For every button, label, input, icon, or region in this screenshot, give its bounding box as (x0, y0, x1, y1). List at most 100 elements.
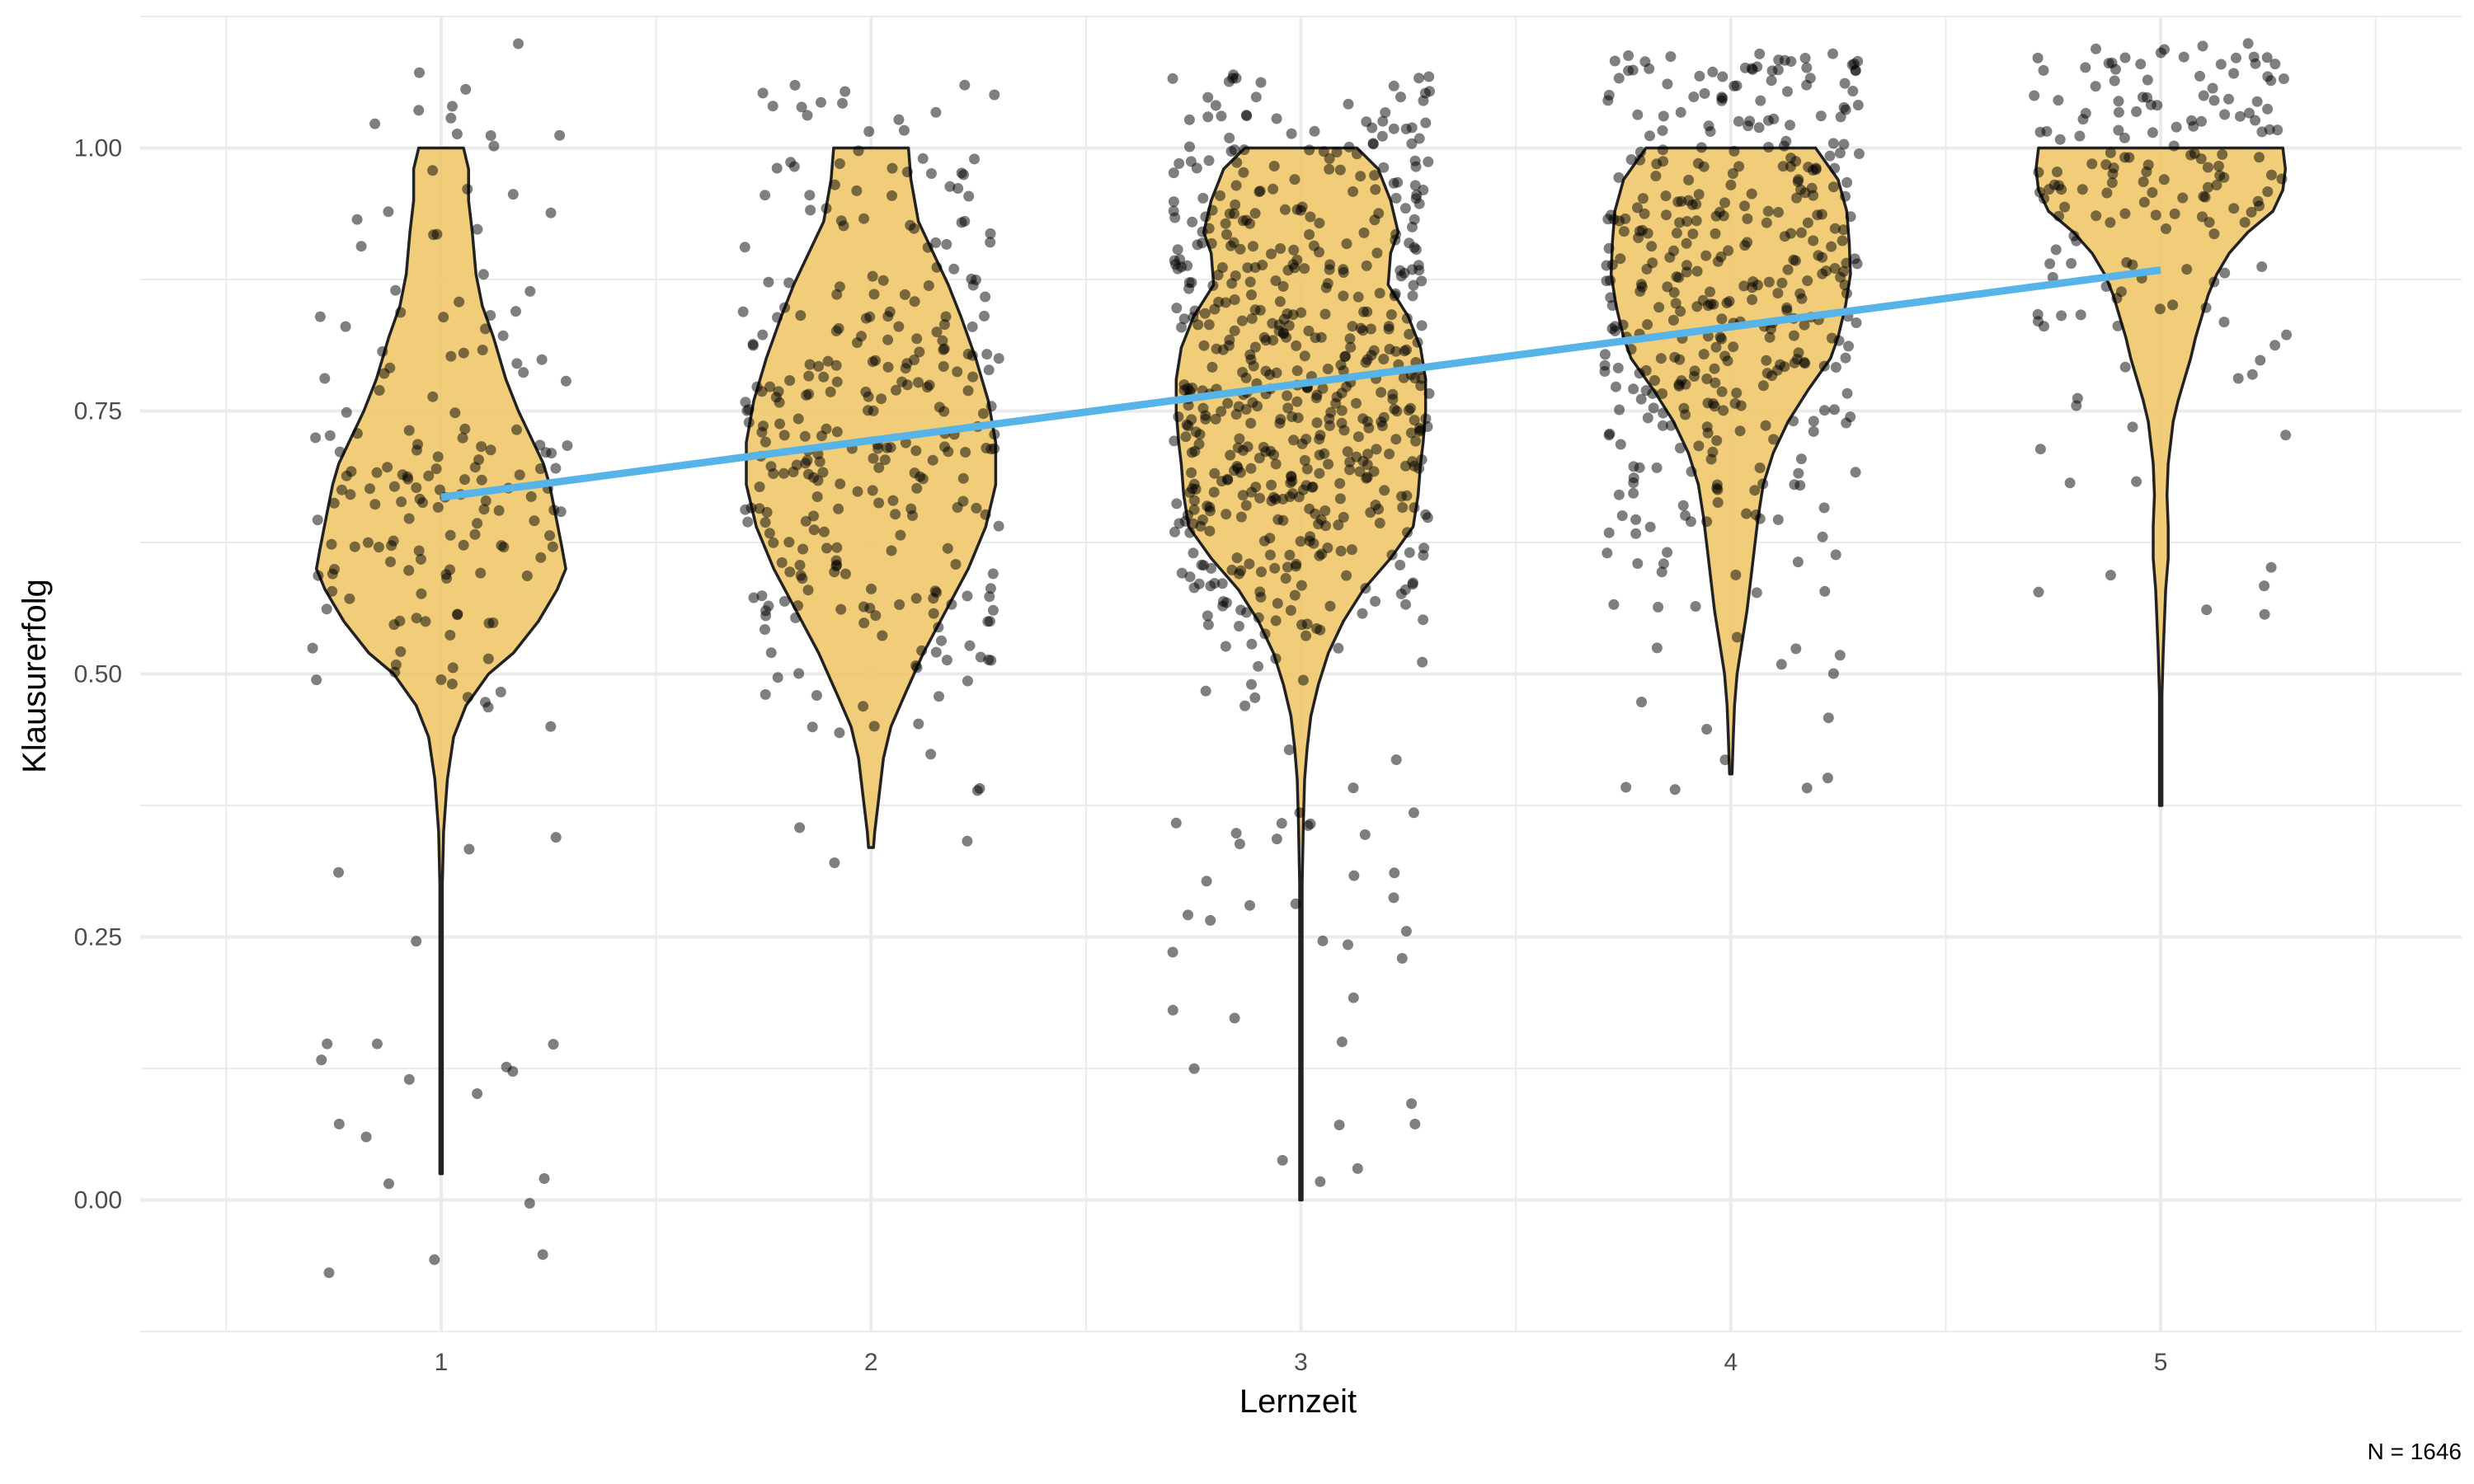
data-point (1829, 162, 1841, 174)
data-point (1246, 679, 1257, 690)
data-point (1834, 650, 1846, 661)
data-point (840, 568, 851, 580)
data-point (1827, 48, 1838, 59)
data-point (1342, 446, 1353, 458)
data-point (2168, 140, 2180, 152)
data-point (793, 413, 804, 425)
data-point (1254, 186, 1266, 197)
data-point (1229, 294, 1240, 305)
data-point (2115, 286, 2127, 298)
data-point (440, 569, 452, 580)
data-point (852, 486, 863, 497)
data-point (2038, 64, 2049, 76)
data-point (1698, 349, 1710, 360)
data-point (1691, 199, 1702, 210)
data-point (1712, 484, 1724, 495)
data-point (2188, 120, 2199, 132)
data-point (1601, 275, 1612, 287)
data-point (1808, 235, 1819, 247)
data-point (1271, 834, 1282, 845)
data-point (2169, 208, 2180, 219)
data-point (1804, 73, 1816, 84)
data-point (1850, 467, 1861, 478)
data-point (403, 425, 415, 436)
data-point (1718, 405, 1729, 416)
data-point (1718, 210, 1729, 222)
data-point (934, 691, 944, 702)
data-point (910, 445, 922, 457)
data-point (802, 454, 813, 466)
data-point (1782, 264, 1794, 275)
data-point (1288, 434, 1300, 446)
x-axis-title: Lernzeit (1239, 1383, 1357, 1420)
data-point (417, 497, 428, 509)
data-point (1799, 319, 1810, 331)
y-tick-labels: 0.00 0.25 0.50 0.75 1.00 (74, 135, 122, 1214)
data-point (2215, 59, 2227, 70)
data-point (917, 473, 929, 485)
x-tick-label: 4 (1724, 1349, 1738, 1376)
data-point (1299, 454, 1310, 466)
data-point (534, 463, 546, 474)
data-point (2276, 173, 2288, 185)
data-point (1341, 238, 1352, 250)
data-point (1802, 217, 1813, 228)
data-point (1671, 228, 1682, 239)
data-point (987, 568, 999, 580)
data-point (1348, 186, 1359, 197)
data-point (948, 263, 960, 275)
data-point (1778, 140, 1790, 152)
data-point (351, 428, 363, 439)
data-point (2127, 259, 2138, 270)
data-point (328, 497, 340, 509)
data-point (525, 491, 537, 502)
data-point (1744, 115, 1756, 127)
data-point (1309, 125, 1320, 137)
data-point (822, 355, 834, 367)
data-point (1841, 288, 1852, 299)
data-point (930, 106, 942, 118)
data-point (554, 129, 566, 141)
data-point (1416, 320, 1427, 331)
data-point (2101, 187, 2113, 199)
data-point (2029, 90, 2040, 101)
data-point (900, 437, 911, 448)
data-point (1276, 818, 1287, 829)
data-point (1733, 115, 1744, 127)
data-point (2147, 127, 2158, 139)
data-point (1204, 525, 1216, 537)
data-point (817, 467, 829, 478)
data-point (1397, 502, 1409, 513)
data-point (539, 1173, 550, 1184)
data-point (2150, 209, 2161, 221)
data-point (830, 326, 842, 336)
data-point (1291, 365, 1303, 377)
data-point (1346, 544, 1357, 556)
data-point (1725, 179, 1737, 190)
data-point (922, 242, 934, 253)
data-point (432, 501, 444, 513)
data-point (2054, 134, 2066, 145)
data-point (536, 354, 548, 365)
data-point (1388, 80, 1399, 92)
data-point (957, 472, 969, 484)
data-point (562, 440, 573, 451)
data-point (1323, 458, 1334, 470)
data-point (1282, 402, 1294, 414)
data-point (776, 556, 788, 568)
data-point (395, 307, 407, 318)
data-point (1297, 484, 1309, 495)
data-point (1224, 334, 1235, 345)
data-point (1200, 685, 1211, 697)
data-point (1221, 597, 1232, 608)
data-point (2262, 186, 2274, 197)
data-point (1408, 807, 1419, 819)
data-point (956, 167, 967, 179)
data-point (808, 524, 820, 536)
data-point (444, 529, 456, 541)
data-point (1365, 507, 1376, 519)
data-point (1203, 319, 1215, 331)
data-point (987, 604, 999, 616)
data-point (438, 312, 449, 323)
data-point (778, 467, 789, 479)
